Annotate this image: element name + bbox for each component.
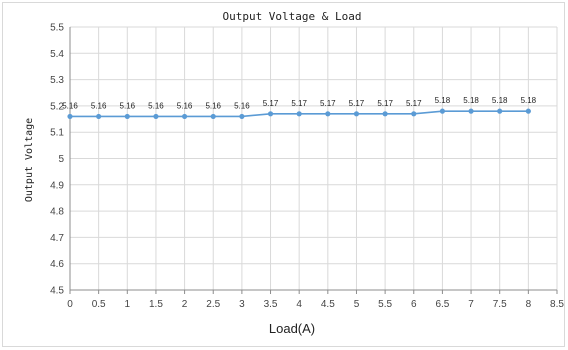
- x-tick-label: 2.5: [206, 299, 220, 310]
- data-label: 5.17: [406, 99, 422, 108]
- data-label: 5.18: [492, 96, 508, 105]
- data-label: 5.17: [377, 99, 393, 108]
- data-label: 5.18: [435, 96, 451, 105]
- data-point: [353, 111, 360, 117]
- data-label: 5.17: [291, 99, 307, 108]
- data-point: [267, 111, 274, 117]
- data-label: 5.18: [463, 96, 479, 105]
- x-tick-label: 7: [468, 299, 474, 310]
- chart-frame: [2, 2, 565, 347]
- y-tick-label: 4.8: [50, 207, 64, 218]
- data-label: 5.16: [234, 101, 250, 110]
- y-tick-label: 4.6: [50, 259, 64, 270]
- x-tick-label: 2: [182, 299, 188, 310]
- data-point: [411, 111, 417, 117]
- x-tick-label: 5: [354, 299, 360, 310]
- x-tick-label: 8: [526, 299, 532, 310]
- data-point: [296, 111, 302, 117]
- x-tick-label: 0.5: [92, 299, 106, 310]
- y-tick-label: 5.4: [50, 49, 64, 60]
- data-point: [468, 108, 474, 114]
- data-point: [210, 113, 216, 120]
- y-tick-label: 4.5: [50, 286, 64, 297]
- data-label: 5.16: [177, 101, 193, 110]
- x-tick-label: 5.5: [378, 299, 392, 310]
- data-label: 5.16: [91, 101, 107, 110]
- data-label: 5.18: [521, 96, 537, 105]
- grid-lines: [69, 26, 558, 291]
- data-point: [497, 108, 503, 114]
- x-tick-label: 6.5: [435, 299, 449, 310]
- data-point: [67, 113, 73, 120]
- x-tick-label: 4: [296, 299, 302, 310]
- tick-labels: 4.5 4.6 4.7 4.8 4.9 5 5.1 5.2 5.3 5.4 5.5 0 0.5 1 1.5 2…: [50, 23, 564, 311]
- data-label: 5.16: [205, 101, 221, 110]
- data-label: 5.16: [120, 101, 136, 110]
- data-point: [153, 113, 159, 120]
- y-tick-label: 5.1: [50, 128, 64, 139]
- x-axis-label: Load(A): [269, 321, 315, 336]
- x-tick-label: 1.5: [149, 299, 163, 310]
- x-tick-label: 7.5: [493, 299, 507, 310]
- data-point: [181, 113, 188, 120]
- data-point: [382, 111, 388, 117]
- data-label: 5.17: [263, 99, 279, 108]
- y-tick-label: 4.7: [50, 233, 64, 244]
- x-tick-label: 1: [125, 299, 131, 310]
- data-point: [325, 111, 331, 117]
- y-tick-label: 4.9: [50, 180, 64, 191]
- x-tick-label: 3: [239, 299, 245, 310]
- data-labels: 5.16 5.16 5.16 5.16 5.16 5.16 5.16 5.17 5.17 5.17…: [62, 96, 536, 110]
- axes: [69, 27, 558, 294]
- series-line-group: [67, 108, 531, 120]
- x-tick-label: 3.5: [264, 299, 278, 310]
- data-label: 5.17: [349, 99, 365, 108]
- data-label: 5.16: [62, 101, 78, 110]
- y-tick-label: 5.5: [50, 23, 64, 34]
- data-label: 5.16: [148, 101, 164, 110]
- data-point: [439, 108, 446, 114]
- y-tick-label: 5.3: [50, 75, 64, 86]
- x-tick-label: 4.5: [321, 299, 335, 310]
- x-tick-label: 0: [67, 299, 73, 310]
- data-point: [124, 113, 130, 120]
- chart-title: Output Voltage & Load: [222, 10, 361, 23]
- x-tick-label: 6: [411, 299, 417, 310]
- y-tick-label: 5.2: [50, 101, 64, 112]
- data-point: [239, 113, 245, 120]
- y-axis-label: Output Voltage: [24, 118, 35, 202]
- data-point: [525, 108, 531, 114]
- y-tick-label: 5: [58, 154, 64, 165]
- data-label: 5.17: [320, 99, 336, 108]
- data-point: [96, 113, 102, 120]
- x-tick-label: 8.5: [550, 299, 564, 310]
